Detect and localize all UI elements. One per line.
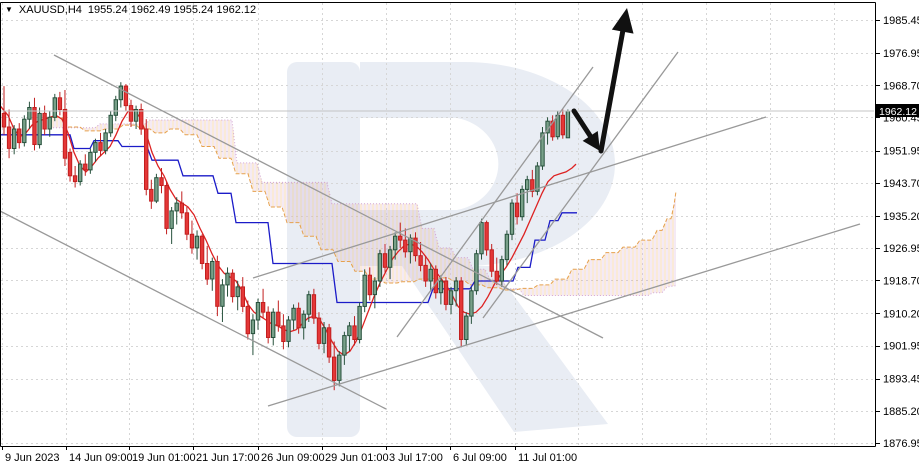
chart-frame <box>0 2 880 450</box>
price-axis-label: 1935.20 <box>883 211 919 223</box>
price-axis-label: 1918.70 <box>883 275 919 287</box>
price-axis-label: 1876.95 <box>883 438 919 450</box>
time-axis-label: 6 Jul 09:00 <box>453 452 507 464</box>
ohlc-values: 1955.24 1962.49 1955.24 1962.12 <box>87 3 257 16</box>
trendlines[interactable] <box>0 51 861 410</box>
time-axis-label: 26 Jun 09:00 <box>261 452 325 464</box>
price-axis-label: 1910.20 <box>883 308 919 320</box>
symbol-period-label: XAUUSD,H4 <box>18 3 82 16</box>
time-axis-label: 29 Jun 01:00 <box>325 452 389 464</box>
time-axis-label: 3 Jul 17:00 <box>389 452 443 464</box>
time-axis-label: 19 Jun 01:00 <box>132 452 196 464</box>
price-axis-label: 1985.45 <box>883 15 919 27</box>
price-axis-label: 1951.95 <box>883 146 919 158</box>
chart-title: ▼ XAUUSD,H4 1955.24 1962.49 1955.24 1962… <box>5 3 256 16</box>
symbol-dropdown-marker-icon[interactable]: ▼ <box>5 5 13 14</box>
senkou-span-b-line <box>50 119 677 296</box>
time-axis-label: 21 Jun 17:00 <box>196 452 260 464</box>
price-axis-label: 1885.20 <box>883 406 919 418</box>
price-axis-label: 1901.95 <box>883 341 919 353</box>
price-axis-label: 1893.45 <box>883 374 919 386</box>
forecast-arrows <box>571 8 634 154</box>
svg-text:1962.12: 1962.12 <box>879 106 917 118</box>
price-axis-label: 1926.95 <box>883 243 919 255</box>
time-axis-label: 14 Jun 09:00 <box>69 452 133 464</box>
ichimoku-cloud <box>50 117 676 296</box>
time-axis-label: 11 Jul 01:00 <box>518 452 577 464</box>
price-axis-label: 1968.70 <box>883 80 919 92</box>
price-axis-label: 1943.70 <box>883 178 919 190</box>
time-axis-label: 9 Jun 2023 <box>5 452 59 464</box>
price-axis-label: 1976.95 <box>883 48 919 60</box>
kijun-sen-line <box>0 134 577 304</box>
candlesticks <box>1 82 571 391</box>
current-price-tag: 1962.12 <box>876 104 919 118</box>
time-axis[interactable]: 9 Jun 2023 14 Jun 09:00 19 Jun 01:00 21 Jun… <box>5 452 577 464</box>
